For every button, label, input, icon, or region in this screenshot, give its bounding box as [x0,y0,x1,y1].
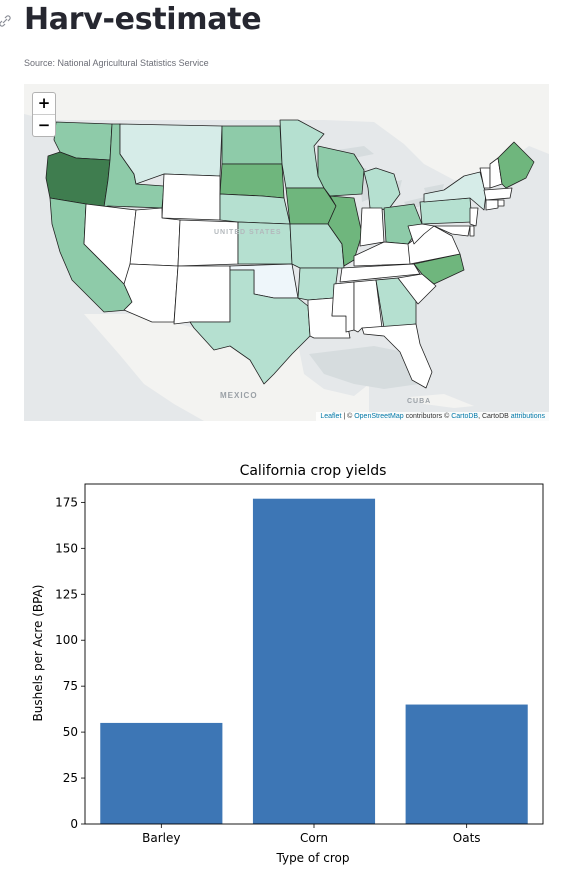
state-co[interactable] [177,219,239,267]
cuba-label: CUBA [407,398,432,405]
state-nj[interactable] [469,207,479,227]
us-choropleth-map[interactable]: UNITED STATES MEXICO CUBA + − Leaflet | … [24,84,549,421]
map-attribution: Leaflet | © OpenStreetMap contributors ©… [316,412,549,421]
state-ga[interactable] [375,277,417,329]
state-wi[interactable] [317,145,365,197]
bar-oats [405,704,528,824]
y-tick-label: 25 [63,771,78,785]
y-axis-label: Bushels per Acre (BPA) [31,585,45,722]
chart-title: California crop yields [240,463,387,479]
y-tick-label: 150 [55,541,78,555]
state-me[interactable] [497,141,535,189]
bar-corn [252,498,376,824]
attribution-cartodb: , CartoDB [478,413,511,420]
x-tick-label: Corn [300,831,328,845]
cartodb-link[interactable]: CartoDB [451,413,479,420]
bar-barley [100,722,223,824]
state-fl[interactable] [361,323,433,389]
attribution-contributors: contributors © [403,413,452,420]
link-icon[interactable] [0,14,12,28]
state-sd[interactable] [219,163,285,199]
state-de[interactable] [469,225,475,237]
state-ri[interactable] [497,199,505,207]
state-ma[interactable] [483,187,513,201]
osm-link[interactable]: OpenStreetMap [354,413,404,420]
zoom-control: + − [32,92,56,137]
map-tiles [24,84,549,421]
country-label: UNITED STATES [214,229,282,236]
state-nm[interactable] [173,265,231,325]
state-ct[interactable] [485,199,499,211]
state-nd[interactable] [221,125,283,165]
x-axis-label: Type of crop [276,851,350,865]
source-caption: Source: National Agricultural Statistics… [24,58,209,68]
plot-frame [84,483,544,825]
state-az[interactable] [123,263,179,323]
y-tick-label: 125 [55,587,78,601]
y-tick-label: 175 [55,495,78,509]
y-tick-label: 50 [63,725,78,739]
page-title: Harv-estimate [24,2,262,37]
state-sc[interactable] [397,273,437,305]
state-mi[interactable] [363,167,401,211]
crop-yield-bar-chart: California crop yields Bushels per Acre … [31,463,544,865]
state-ar[interactable] [297,267,339,301]
state-md[interactable] [433,225,471,237]
state-tx[interactable] [189,269,311,385]
y-tick-label: 75 [63,679,78,693]
state-in[interactable] [359,207,385,247]
y-tick-label: 100 [55,633,78,647]
attributions-link[interactable]: attributions [510,413,545,420]
state-wy[interactable] [161,173,221,221]
leaflet-link[interactable]: Leaflet [320,413,342,420]
state-il[interactable] [327,195,363,267]
x-tick-label: Barley [142,831,180,845]
state-wv[interactable] [407,223,435,245]
zoom-in-button[interactable]: + [37,94,51,112]
mexico-label: MEXICO [220,391,258,400]
y-tick-label: 0 [70,817,78,831]
x-tick-label: Oats [453,831,481,845]
zoom-out-button[interactable]: − [33,114,55,136]
state-ne[interactable] [219,193,291,225]
attribution-separator: | © [341,413,355,420]
